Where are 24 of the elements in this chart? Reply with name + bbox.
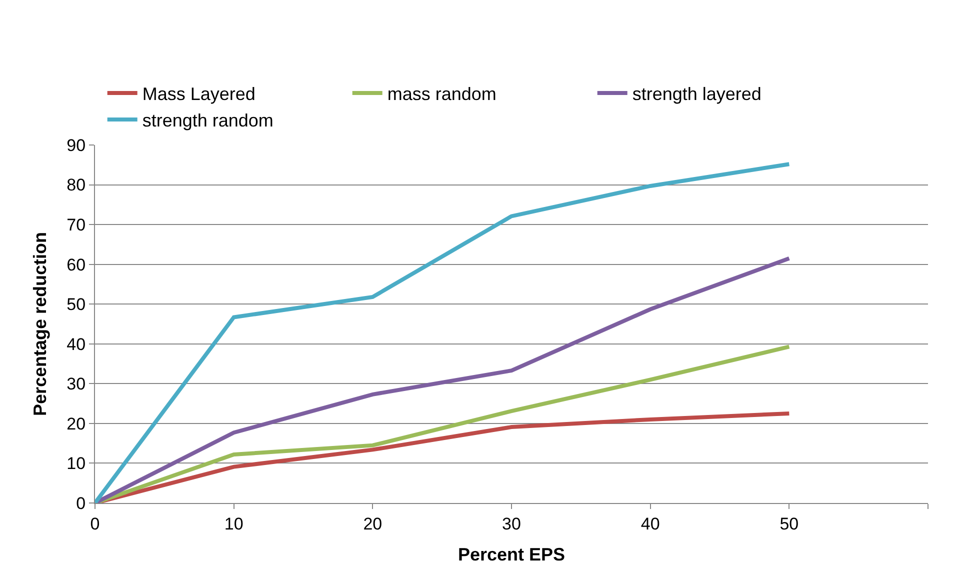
y-tick-label: 20: [66, 414, 86, 434]
y-tick-label: 80: [66, 176, 86, 195]
y-tick-label: 10: [66, 454, 86, 474]
y-tick-label: 30: [66, 374, 86, 394]
x-tick-label: 50: [780, 514, 799, 534]
legend-label: mass random: [387, 84, 496, 104]
x-tick-label: 0: [90, 514, 100, 534]
y-tick-label: 60: [66, 255, 86, 274]
x-axis-title: Percent EPS: [458, 544, 566, 564]
x-tick-label: 10: [224, 514, 244, 534]
line-series: [95, 162, 792, 503]
x-tick-label: 30: [502, 514, 521, 534]
y-axis-title: Percentage reduction: [30, 232, 50, 416]
x-tick-label: 20: [363, 514, 382, 534]
line-series: [95, 256, 792, 503]
y-tick-label: 70: [66, 216, 86, 235]
y-tick-label: 50: [66, 295, 86, 314]
y-tick-label: 90: [66, 136, 86, 155]
legend-label: strength random: [142, 110, 274, 130]
y-tick-label: 40: [66, 334, 86, 354]
y-tick-label: 0: [76, 494, 86, 513]
legend-label: strength layered: [632, 84, 762, 104]
x-tick-label: 40: [640, 514, 660, 534]
legend-label: Mass Layered: [142, 84, 256, 104]
